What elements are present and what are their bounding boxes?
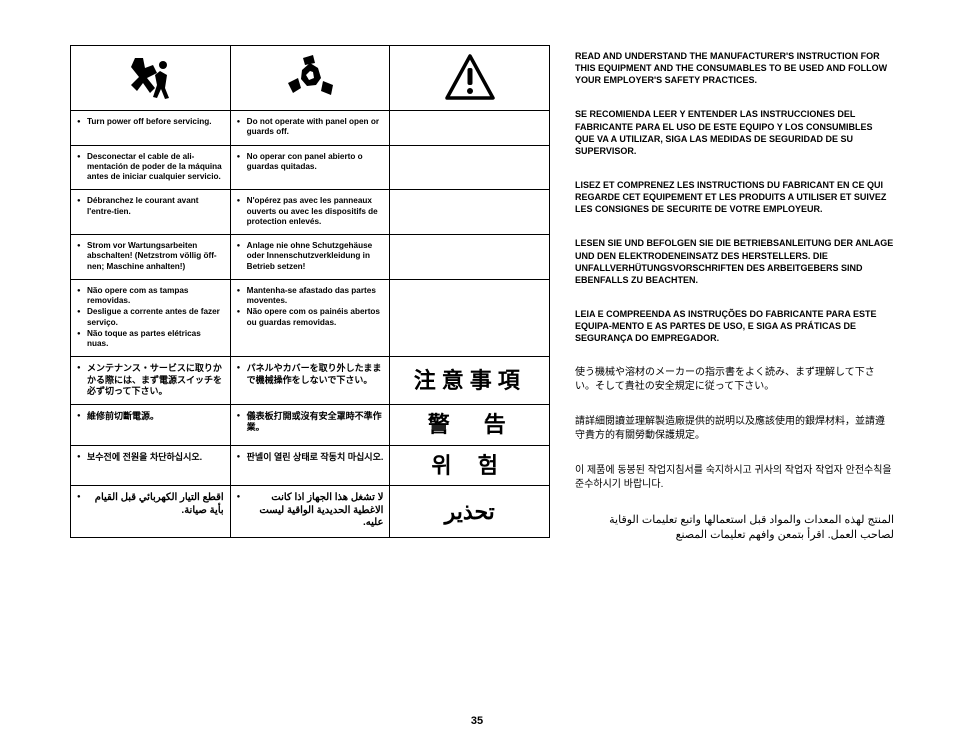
instructions-column: READ AND UNDERSTAND THE MANUFACTURER'S I…	[575, 45, 894, 665]
bullet-item: Desligue a corrente antes de fazer servi…	[77, 307, 224, 328]
cell-col2: パネルやカバーを取り外したままで機械操作をしないで下さい。	[230, 357, 390, 405]
table-row: 維修前切斷電源。 儀表板打開或沒有安全罩時不準作業。 警 告	[71, 405, 550, 446]
instruction-block: LESEN SIE UND BEFOLGEN SIE DIE BETRIEBSA…	[575, 237, 894, 286]
warning-table: Turn power off before servicing. Do not o…	[70, 45, 550, 538]
cell-col3: 警 告	[390, 405, 550, 446]
icon-cell-guards	[230, 46, 390, 111]
cell-col3	[390, 190, 550, 235]
cell-col2: No operar con panel abierto o guardas qu…	[230, 145, 390, 190]
instruction-block: المنتج لهذه المعدات والمواد قبل استعماله…	[575, 513, 894, 543]
cell-col1: Não opere com as tampas removidas.Deslig…	[71, 279, 231, 357]
instruction-block: LISEZ ET COMPRENEZ LES INSTRUCTIONS DU F…	[575, 179, 894, 215]
bullet-item: Mantenha-se afastado das partes moventes…	[237, 286, 384, 307]
bullet-item: メンテナンス・サービスに取りかかる際には、まず電源スイッチを必ず切って下さい。	[77, 363, 224, 397]
instruction-block: 請詳細閱讀並理解製造廠提供的説明以及應該使用的銀焊材料，並請遵守貴方的有關勞動保…	[575, 415, 894, 442]
table-row: Não opere com as tampas removidas.Deslig…	[71, 279, 550, 357]
icon-cell-power	[71, 46, 231, 111]
power-off-icon	[125, 53, 175, 103]
cell-col2: Mantenha-se afastado das partes moventes…	[230, 279, 390, 357]
cell-col2: 판넬이 열린 상태로 작동치 마십시오.	[230, 445, 390, 486]
cell-col3	[390, 111, 550, 146]
instruction-block: READ AND UNDERSTAND THE MANUFACTURER'S I…	[575, 50, 894, 86]
warning-triangle-icon	[445, 54, 495, 102]
icon-cell-warning	[390, 46, 550, 111]
warning-label: 警 告	[428, 412, 512, 437]
bullet-item: No operar con panel abierto o guardas qu…	[237, 152, 384, 173]
cell-col1: 維修前切斷電源。	[71, 405, 231, 446]
moving-parts-icon	[283, 53, 338, 103]
bullet-item: パネルやカバーを取り外したままで機械操作をしないで下さい。	[237, 363, 384, 386]
bullet-item: اقطع التيار الكهربائي قبل القيام بأية صي…	[77, 492, 224, 517]
bullet-item: Não opere com os painéis abertos ou guar…	[237, 307, 384, 328]
instruction-block: 使う機械や溶材のメーカーの指示書をよく読み、まず理解して下さい。そして貴社の安全…	[575, 366, 894, 393]
cell-col1: اقطع التيار الكهربائي قبل القيام بأية صي…	[71, 486, 231, 538]
bullet-item: Anlage nie ohne Schutzgehäuse oder Innen…	[237, 241, 384, 272]
bullet-item: Não opere com as tampas removidas.	[77, 286, 224, 307]
bullet-item: Débranchez le courant avant l'entre-tien…	[77, 196, 224, 217]
warning-label: 注意事項	[414, 368, 526, 393]
bullet-item: Desconectar el cable de ali-mentación de…	[77, 152, 224, 183]
cell-col1: 보수전에 전원을 차단하십시오.	[71, 445, 231, 486]
instruction-block: SE RECOMIENDA LEER Y ENTENDER LAS INSTRU…	[575, 108, 894, 157]
instruction-block: 이 제품에 동봉된 작업지침서를 숙지하시고 귀사의 작업자 작업자 안전수칙을…	[575, 464, 894, 491]
icon-row	[71, 46, 550, 111]
cell-col3: 위 험	[390, 445, 550, 486]
cell-col1: Strom vor Wartungsarbeiten abschalten! (…	[71, 235, 231, 280]
cell-col3	[390, 145, 550, 190]
warning-table-column: Turn power off before servicing. Do not o…	[70, 45, 550, 665]
cell-col2: لا تشغل هذا الجهاز اذا كانت الاغطية الحد…	[230, 486, 390, 538]
cell-col2: Anlage nie ohne Schutzgehäuse oder Innen…	[230, 235, 390, 280]
cell-col1: Débranchez le courant avant l'entre-tien…	[71, 190, 231, 235]
cell-col3	[390, 235, 550, 280]
cell-col2: N'opérez pas avec les panneaux ouverts o…	[230, 190, 390, 235]
cell-col1: Turn power off before servicing.	[71, 111, 231, 146]
table-row: Desconectar el cable de ali-mentación de…	[71, 145, 550, 190]
table-row: Débranchez le courant avant l'entre-tien…	[71, 190, 550, 235]
bullet-item: Strom vor Wartungsarbeiten abschalten! (…	[77, 241, 224, 272]
instruction-block: LEIA E COMPREENDA AS INSTRUÇÕES DO FABRI…	[575, 308, 894, 344]
cell-col1: Desconectar el cable de ali-mentación de…	[71, 145, 231, 190]
bullet-item: لا تشغل هذا الجهاز اذا كانت الاغطية الحد…	[237, 492, 384, 530]
bullet-item: N'opérez pas avec les panneaux ouverts o…	[237, 196, 384, 227]
table-row: اقطع التيار الكهربائي قبل القيام بأية صي…	[71, 486, 550, 538]
page-content: Turn power off before servicing. Do not o…	[70, 45, 894, 665]
bullet-item: Turn power off before servicing.	[77, 117, 224, 127]
cell-col3: تحذير	[390, 486, 550, 538]
bullet-item: Do not operate with panel open or guards…	[237, 117, 384, 138]
bullet-item: 維修前切斷電源。	[77, 411, 224, 422]
table-row: 보수전에 전원을 차단하십시오. 판넬이 열린 상태로 작동치 마십시오. 위 험	[71, 445, 550, 486]
cell-col1: メンテナンス・サービスに取りかかる際には、まず電源スイッチを必ず切って下さい。	[71, 357, 231, 405]
table-row: Strom vor Wartungsarbeiten abschalten! (…	[71, 235, 550, 280]
cell-col3	[390, 279, 550, 357]
warning-label: تحذير	[445, 499, 495, 524]
bullet-item: 儀表板打開或沒有安全罩時不準作業。	[237, 411, 384, 434]
bullet-item: 보수전에 전원을 차단하십시오.	[77, 452, 224, 463]
page-number: 35	[0, 715, 954, 727]
table-row: Turn power off before servicing. Do not o…	[71, 111, 550, 146]
cell-col3: 注意事項	[390, 357, 550, 405]
warning-label: 위 험	[431, 453, 508, 478]
cell-col2: Do not operate with panel open or guards…	[230, 111, 390, 146]
bullet-item: 판넬이 열린 상태로 작동치 마십시오.	[237, 452, 384, 463]
table-row: メンテナンス・サービスに取りかかる際には、まず電源スイッチを必ず切って下さい。パ…	[71, 357, 550, 405]
bullet-item: Não toque as partes elétricas nuas.	[77, 329, 224, 350]
cell-col2: 儀表板打開或沒有安全罩時不準作業。	[230, 405, 390, 446]
